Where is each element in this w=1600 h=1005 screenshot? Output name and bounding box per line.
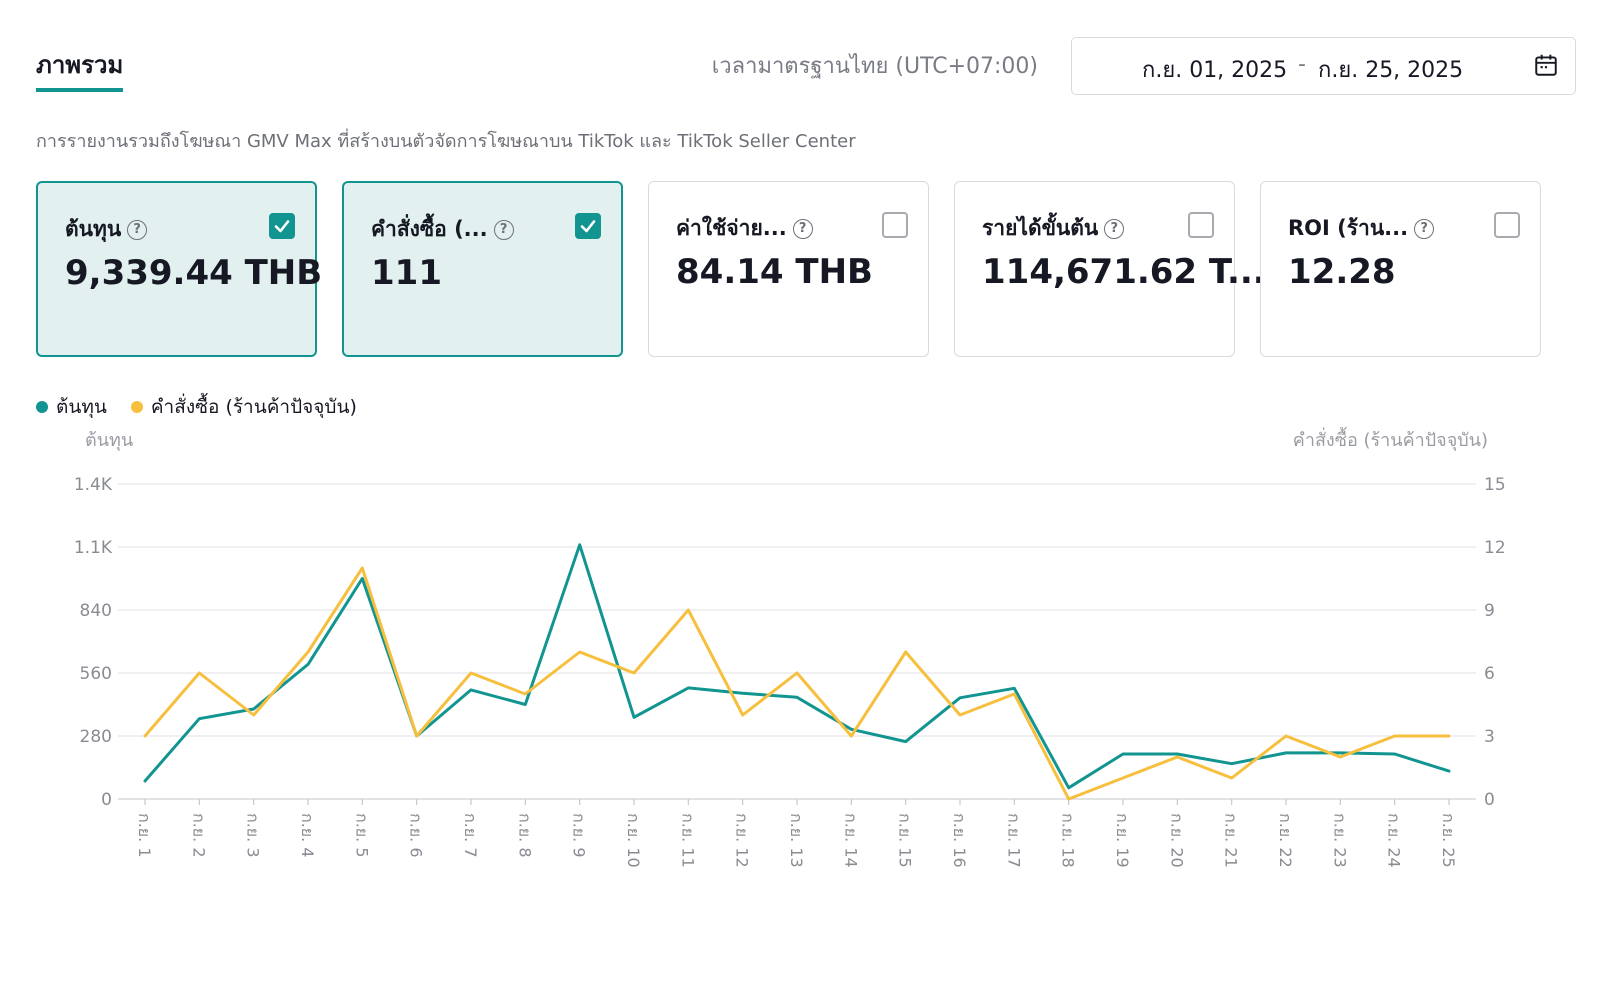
check-icon [274,220,290,233]
metric-label-text: ต้นทุน [65,217,122,241]
date-range-start: ก.ย. 01, 2025 [1142,58,1288,83]
y-left-tick-label: 1.1K [74,538,113,558]
metric-label: ค่าใช้จ่าย... ? [676,212,813,245]
metric-checkbox[interactable] [1494,212,1520,238]
x-tick-label: ก.ย. 3 [244,813,263,858]
chart-grid [118,483,1476,800]
x-tick-label: ก.ย. 11 [678,813,697,868]
help-icon[interactable]: ? [1104,218,1125,239]
help-icon[interactable]: ? [1414,218,1435,239]
y-left-tick-label: 1.4K [74,475,113,495]
x-tick-label: ก.ย. 2 [189,813,208,858]
y-right-tick-label: 12 [1484,538,1506,558]
legend-label: ต้นทุน [56,396,107,418]
metric-value: 114,671.62 T... [982,252,1266,292]
y-right-tick-label: 15 [1484,475,1506,495]
metric-value: 9,339.44 THB [65,253,323,293]
metric-label: ต้นทุน ? [65,213,148,246]
x-tick-label: ก.ย. 13 [787,813,806,868]
series-line-orders [143,566,1451,801]
x-tick-label: ก.ย. 5 [352,813,371,858]
chart-series [143,543,1451,801]
check-icon [580,220,596,233]
x-tick-label: ก.ย. 8 [515,813,534,858]
date-range-separator: - [1298,52,1306,77]
report-description: การรายงานรวมถึงโฆษณา GMV Max ที่สร้างบนต… [36,131,856,152]
metric-label-text: รายได้ขั้นต้น [982,216,1099,240]
x-tick-label: ก.ย. 14 [841,813,860,868]
y-right-tick-label: 0 [1484,790,1495,810]
x-tick-label: ก.ย. 19 [1113,813,1132,868]
legend-item-orders[interactable]: คำสั่งซื้อ (ร้านค้าปัจจุบัน) [130,392,357,422]
x-tick-label: ก.ย. 24 [1385,813,1404,868]
x-tick-label: ก.ย. 22 [1276,813,1295,868]
metric-checkbox[interactable] [1188,212,1214,238]
x-tick-label: ก.ย. 23 [1330,813,1349,868]
y-left-tick-label: 560 [80,664,112,684]
metric-card-roi[interactable]: ROI (ร้าน... ? 12.28 [1260,181,1541,357]
legend-item-cost[interactable]: ต้นทุน [36,392,107,422]
metric-label-text: ค่าใช้จ่าย... [676,216,787,240]
date-range-picker[interactable]: ก.ย. 01, 2025 - ก.ย. 25, 2025 [1071,37,1576,95]
x-tick-label: ก.ย. 10 [624,813,643,868]
x-tick-label: ก.ย. 12 [733,813,752,868]
y-left-tick-label: 840 [80,601,112,621]
y-right-tick-label: 3 [1484,727,1495,747]
calendar-icon[interactable] [1533,52,1559,78]
metric-checkbox[interactable] [575,213,601,239]
x-tick-label: ก.ย. 21 [1222,813,1241,868]
x-tick-label: ก.ย. 20 [1167,813,1186,868]
legend-dot [130,401,143,413]
chart-legend: ต้นทุน คำสั่งซื้อ (ร้านค้าปัจจุบัน) [36,392,381,422]
metric-card-cost[interactable]: ต้นทุน ? 9,339.44 THB [36,181,322,357]
metric-label-text: ROI (ร้าน... [1288,216,1409,240]
help-icon[interactable]: ? [493,219,514,240]
metric-card-gross-revenue[interactable]: รายได้ขั้นต้น ? 114,671.62 T... [954,181,1266,357]
timezone-label: เวลามาตรฐานไทย (UTC+07:00) [711,54,1038,79]
metric-checkbox[interactable] [269,213,295,239]
legend-label: คำสั่งซื้อ (ร้านค้าปัจจุบัน) [150,396,357,418]
metric-checkbox[interactable] [882,212,908,238]
x-tick-label: ก.ย. 4 [298,813,317,858]
help-icon[interactable]: ? [792,218,813,239]
x-tick-label: ก.ย. 7 [461,813,480,858]
series-line-cost [143,543,1451,790]
x-tick-label: ก.ย. 1 [135,813,154,858]
x-tick-label: ก.ย. 18 [1059,813,1078,868]
metric-value: 12.28 [1288,252,1396,292]
help-icon[interactable]: ? [127,219,148,240]
x-tick-label: ก.ย. 6 [407,813,426,858]
metric-card-expense[interactable]: ค่าใช้จ่าย... ? 84.14 THB [648,181,929,357]
metric-value: 111 [371,253,442,293]
tab-overview[interactable]: ภาพรวม [36,50,124,92]
metric-label: คำสั่งซื้อ (... ? [371,213,514,246]
y-left-tick-label: 0 [101,790,112,810]
x-tick-label: ก.ย. 17 [1004,813,1023,868]
y-left-tick-label: 280 [80,727,112,747]
x-tick-label: ก.ย. 9 [570,813,589,858]
metric-label-text: คำสั่งซื้อ (... [371,217,488,241]
legend-dot [36,401,48,413]
y-axis-right-title: คำสั่งซื้อ (ร้านค้าปัจจุบัน) [1293,427,1488,451]
chart-axes: ต้นทุน คำสั่งซื้อ (ร้านค้าปัจจุบัน) 0 0 280 3… [74,427,1506,868]
x-tick-label: ก.ย. 25 [1439,813,1458,868]
y-right-tick-label: 9 [1484,601,1495,621]
date-range-end: ก.ย. 25, 2025 [1318,58,1464,83]
x-tick-label: ก.ย. 16 [950,813,969,868]
x-tick-label: ก.ย. 15 [896,813,915,868]
y-right-tick-label: 6 [1484,664,1495,684]
y-axis-left-title: ต้นทุน [85,430,133,451]
metric-card-orders[interactable]: คำสั่งซื้อ (... ? 111 [342,181,623,357]
line-chart: ต้นทุน คำสั่งซื้อ (ร้านค้าปัจจุบัน) 0 0 280 3… [74,427,1506,868]
metric-label: ROI (ร้าน... ? [1288,212,1435,245]
metric-value: 84.14 THB [676,252,873,292]
metric-label: รายได้ขั้นต้น ? [982,212,1125,245]
